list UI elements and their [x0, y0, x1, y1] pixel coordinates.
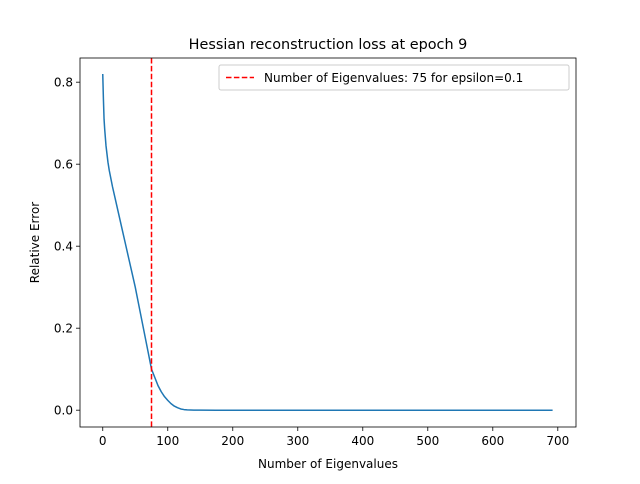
x-tick-label: 700 — [546, 434, 569, 448]
y-axis: 0.0 0.2 0.4 0.6 0.8 — [54, 76, 80, 418]
x-tick-label: 300 — [286, 434, 309, 448]
x-axis-label: Number of Eigenvalues — [258, 457, 398, 471]
legend-label: Number of Eigenvalues: 75 for epsilon=0.… — [264, 71, 523, 85]
x-tick-label: 400 — [351, 434, 374, 448]
x-axis: 0 100 200 300 400 500 600 700 — [99, 427, 569, 448]
chart-title: Hessian reconstruction loss at epoch 9 — [189, 37, 468, 53]
series-layer — [102, 58, 553, 427]
relative-error-line — [102, 73, 553, 411]
legend-box — [218, 64, 570, 91]
x-tick-label: 600 — [481, 434, 504, 448]
legend: Number of Eigenvalues: 75 for epsilon=0.… — [218, 64, 570, 91]
y-tick-label: 0.8 — [54, 76, 73, 90]
plot-frame — [79, 57, 577, 428]
y-tick-label: 0.0 — [54, 404, 73, 418]
x-tick-label: 200 — [221, 434, 244, 448]
x-tick-label: 100 — [156, 434, 179, 448]
y-tick-label: 0.6 — [54, 158, 73, 172]
y-tick-label: 0.2 — [54, 322, 73, 336]
y-tick-label: 0.4 — [54, 240, 73, 254]
y-axis-label: Relative Error — [28, 202, 42, 284]
x-tick-label: 500 — [416, 434, 439, 448]
x-tick-label: 0 — [99, 434, 107, 448]
